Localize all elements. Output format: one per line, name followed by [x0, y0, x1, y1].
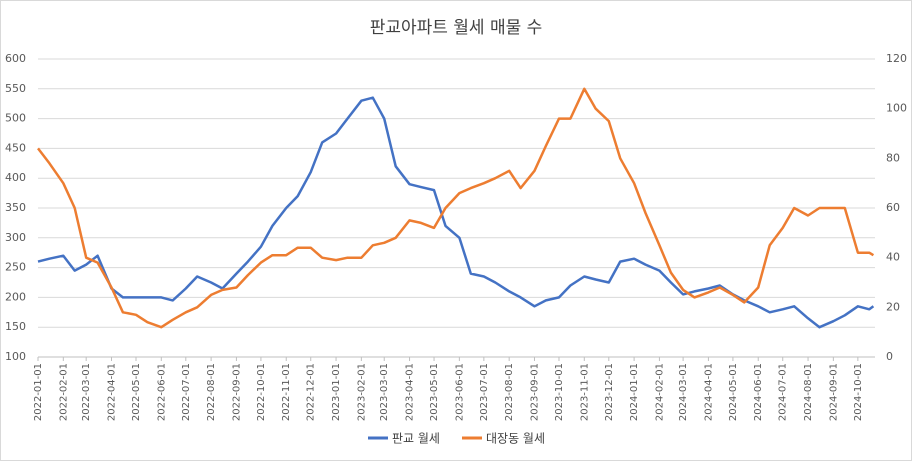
x-tick-label: 2024-04-01 — [703, 363, 714, 421]
y-tick-label: 100 — [5, 350, 26, 363]
y-tick-label: 300 — [5, 231, 26, 244]
y-tick-label: 550 — [5, 82, 26, 95]
y2-tick-label: 0 — [886, 350, 893, 363]
y2-tick-label: 20 — [886, 300, 900, 313]
x-tick-label: 2022-09-01 — [231, 363, 242, 421]
y2-tick-label: 60 — [886, 201, 900, 214]
y2-tick-label: 80 — [886, 151, 900, 164]
x-tick-label: 2022-07-01 — [181, 363, 192, 421]
x-tick-label: 2023-09-01 — [529, 363, 540, 421]
x-tick-label: 2023-02-01 — [356, 363, 367, 421]
legend-label: 대장동 월세 — [486, 432, 545, 446]
y2-tick-label: 120 — [886, 52, 907, 65]
y2-tick-label: 100 — [886, 102, 907, 115]
y-tick-label: 350 — [5, 201, 26, 214]
x-tick-label: 2024-08-01 — [803, 363, 814, 421]
x-tick-label: 2022-03-01 — [81, 363, 92, 421]
legend-label: 판교 월세 — [392, 432, 440, 446]
chart-title: 판교아파트 월세 매물 수 — [370, 18, 543, 38]
y-tick-label: 500 — [5, 112, 26, 125]
x-tick-label: 2023-11-01 — [579, 363, 590, 421]
y-tick-label: 600 — [5, 52, 26, 65]
x-tick-label: 2024-05-01 — [728, 363, 739, 421]
x-tick-label: 2023-05-01 — [429, 363, 440, 421]
x-tick-label: 2022-05-01 — [131, 363, 142, 421]
x-tick-label: 2022-12-01 — [306, 363, 317, 421]
x-tick-label: 2022-06-01 — [156, 363, 167, 421]
x-tick-label: 2023-08-01 — [504, 363, 515, 421]
y-tick-label: 450 — [5, 141, 26, 154]
y2-tick-label: 40 — [886, 251, 900, 264]
x-tick-label: 2023-06-01 — [454, 363, 465, 421]
y-tick-label: 200 — [5, 290, 26, 303]
x-tick-label: 2024-07-01 — [778, 363, 789, 421]
y-tick-label: 250 — [5, 261, 26, 274]
x-tick-label: 2022-10-01 — [256, 363, 267, 421]
x-tick-label: 2024-01-01 — [629, 363, 640, 421]
x-tick-label: 2023-10-01 — [554, 363, 565, 421]
x-tick-label: 2024-10-01 — [853, 363, 864, 421]
x-tick-label: 2022-04-01 — [106, 363, 117, 421]
x-tick-label: 2024-09-01 — [828, 363, 839, 421]
y-tick-label: 400 — [5, 171, 26, 184]
line-series — [37, 96, 875, 329]
line-series — [37, 87, 875, 329]
x-tick-label: 2022-08-01 — [206, 363, 217, 421]
x-tick-label: 2023-01-01 — [331, 363, 342, 421]
x-tick-label: 2023-12-01 — [604, 363, 615, 421]
x-tick-label: 2023-07-01 — [479, 363, 490, 421]
x-tick-label: 2022-02-01 — [58, 363, 69, 421]
x-tick-label: 2024-02-01 — [654, 363, 665, 421]
y-tick-label: 150 — [5, 320, 26, 333]
x-tick-label: 2024-06-01 — [753, 363, 764, 421]
x-tick-label: 2023-04-01 — [405, 363, 416, 421]
x-tick-label: 2024-03-01 — [678, 363, 689, 421]
x-tick-label: 2022-11-01 — [281, 363, 292, 421]
x-tick-label: 2022-01-01 — [33, 363, 44, 421]
x-tick-label: 2023-03-01 — [379, 363, 390, 421]
